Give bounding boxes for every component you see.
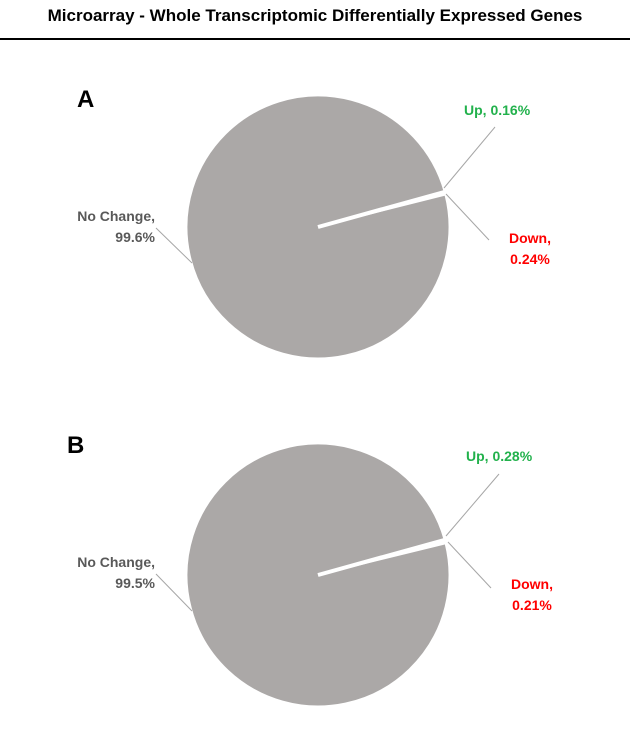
panel-label-a: A [77,86,95,113]
title-divider [0,38,630,40]
down-name-b: Down, [511,576,553,592]
down-leader-line-b [447,541,492,589]
down-value-a: 0.24% [510,251,550,267]
down-leader-line-a [445,193,490,241]
nochange-label-b: No Change, 99.5% [40,552,155,594]
nochange-leader-line-b [155,573,193,612]
nochange-value-b: 99.5% [115,575,155,591]
pie-chart-b: B No Change, 99.5% Up, 0.28% Down, 0.21% [0,410,630,750]
chart-title: Microarray - Whole Transcriptomic Differ… [47,6,583,25]
nochange-name-b: No Change, [77,554,155,570]
pie-chart-a: A No Change, 99.6% Up, 0.16% Down, 0.24% [0,60,630,400]
nochange-slice-a [186,95,450,359]
up-label-a: Up, 0.16% [464,102,531,118]
down-name-a: Down, [509,230,551,246]
slice-separator-b [317,538,445,577]
panel-label-b: B [67,432,85,459]
nochange-leader-line-a [155,227,193,264]
nochange-value-a: 99.6% [115,229,155,245]
up-leader-line-b [445,473,500,537]
slice-separator-a [317,190,445,229]
nochange-label-a: No Change, 99.6% [40,206,155,248]
down-label-a: Down, 0.24% [500,228,560,270]
down-value-b: 0.21% [512,597,552,613]
pie-chart-b-svg [155,443,500,707]
up-leader-line-a [443,126,496,189]
pie-chart-a-svg [155,95,496,359]
up-label-b: Up, 0.28% [466,448,533,464]
down-label-b: Down, 0.21% [502,574,562,616]
nochange-name-a: No Change, [77,208,155,224]
